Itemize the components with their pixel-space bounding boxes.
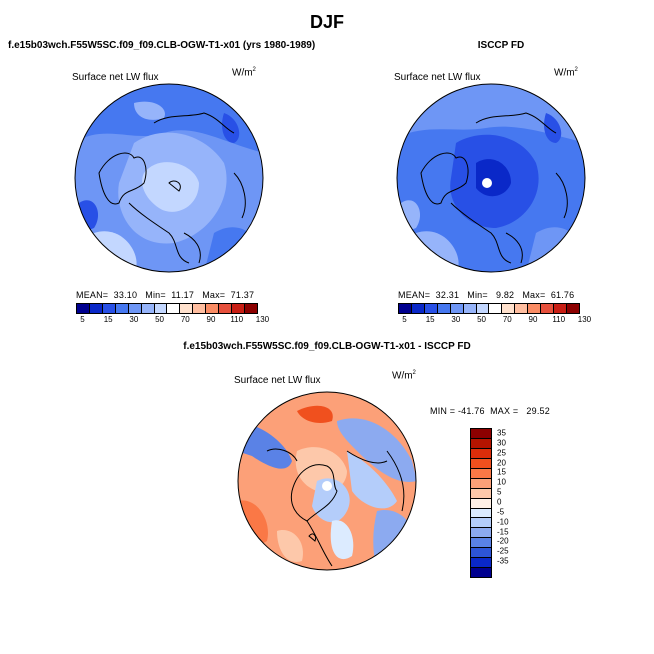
model-units-label: W/m2 (232, 67, 256, 79)
page-title: DJF (309, 12, 344, 32)
colorbar-tick-label: 5 (497, 487, 502, 497)
colorbar-swatch (471, 498, 491, 509)
colorbar-swatch (102, 304, 116, 313)
colorbar-swatch (77, 304, 90, 313)
colorbar-swatch (399, 304, 412, 313)
colorbar-tick-label: 130 (255, 315, 270, 324)
colorbar-swatch (193, 304, 207, 313)
colorbar-tick-label: 25 (497, 448, 506, 458)
colorbar-tick-label: 50 (477, 315, 487, 324)
colorbar-tick-label: 110 (230, 315, 244, 324)
colorbar-swatch (528, 304, 542, 313)
colorbar-tick-label: 5 (402, 315, 407, 324)
colorbar-swatch (219, 304, 233, 313)
diff-units-label: W/m2 (392, 370, 416, 382)
colorbar-swatch (115, 304, 129, 313)
colorbar-swatch (471, 438, 491, 449)
colorbar-swatch (476, 304, 490, 313)
colorbar-swatch (471, 548, 491, 559)
obs-colorbar (398, 303, 580, 314)
colorbar-tick-label: 30 (129, 315, 139, 324)
colorbar-tick-label: 30 (497, 438, 506, 448)
obs-units-label: W/m2 (554, 67, 578, 79)
colorbar-swatch (167, 304, 181, 313)
colorbar-tick-label: 15 (425, 315, 435, 324)
colorbar-swatch (471, 538, 491, 549)
colorbar-swatch (128, 304, 142, 313)
colorbar-swatch (471, 568, 491, 578)
colorbar-tick-label: 90 (528, 315, 538, 324)
obs-polar-map (396, 83, 586, 273)
colorbar-tick-label: 90 (206, 315, 216, 324)
colorbar-swatch (471, 518, 491, 529)
colorbar-swatch (554, 304, 567, 313)
colorbar-tick-label: -5 (497, 507, 505, 517)
colorbar-tick-label: -20 (497, 536, 509, 546)
obs-stats: MEAN= 32.31 Min= 9.82 Max= 61.76 (398, 290, 575, 300)
model-stats: MEAN= 33.10 Min= 11.17 Max= 71.37 (76, 290, 255, 300)
colorbar-tick-label: 30 (451, 315, 461, 324)
model-panel-title: f.e15b03wch.F55W5SC.f09_f09.CLB-OGW-T1-x… (8, 40, 316, 51)
diff-stats: MIN = -41.76 MAX = 29.52 (430, 406, 550, 416)
diff-colorbar-labels: 35 30 25 20 15 10 5 0 -5 -10 -15 -20 -25 -35 (497, 428, 527, 576)
colorbar-tick-label: 10 (497, 477, 506, 487)
colorbar-swatch (437, 304, 451, 313)
colorbar-swatch (515, 304, 529, 313)
colorbar-swatch (471, 558, 491, 569)
colorbar-swatch (424, 304, 438, 313)
colorbar-tick-label: 20 (497, 458, 506, 468)
obs-panel-title: ISCCP FD (477, 40, 525, 51)
colorbar-swatch (471, 488, 491, 499)
colorbar-tick-label: 70 (180, 315, 190, 324)
colorbar-swatch (471, 429, 491, 439)
colorbar-swatch (471, 528, 491, 539)
colorbar-swatch (566, 304, 579, 313)
colorbar-swatch (232, 304, 245, 313)
diff-polar-map (237, 391, 417, 571)
colorbar-swatch (489, 304, 503, 313)
colorbar-swatch (450, 304, 464, 313)
model-variable-label: Surface net LW flux (72, 72, 159, 83)
colorbar-tick-label: 110 (552, 315, 566, 324)
diff-colorbar (470, 428, 492, 578)
colorbar-swatch (180, 304, 194, 313)
model-polar-map (74, 83, 264, 273)
colorbar-swatch (471, 448, 491, 459)
colorbar-swatch (471, 478, 491, 489)
colorbar-tick-label: 5 (80, 315, 85, 324)
diff-panel-title: f.e15b03wch.F55W5SC.f09_f09.CLB-OGW-T1-x… (183, 341, 471, 352)
colorbar-tick-label: 35 (497, 428, 506, 438)
colorbar-swatch (411, 304, 425, 313)
colorbar-swatch (471, 508, 491, 519)
colorbar-swatch (244, 304, 257, 313)
colorbar-tick-label: 70 (502, 315, 512, 324)
colorbar-swatch (463, 304, 477, 313)
colorbar-swatch (502, 304, 516, 313)
colorbar-swatch (154, 304, 168, 313)
colorbar-tick-label: 130 (577, 315, 592, 324)
colorbar-tick-label: -25 (497, 546, 509, 556)
colorbar-tick-label: -10 (497, 517, 509, 527)
colorbar-swatch (541, 304, 555, 313)
colorbar-tick-label: 0 (497, 497, 502, 507)
colorbar-swatch (471, 458, 491, 469)
colorbar-swatch (206, 304, 220, 313)
colorbar-swatch (89, 304, 103, 313)
colorbar-tick-label: -15 (497, 527, 509, 537)
colorbar-tick-label: -35 (497, 556, 509, 566)
colorbar-tick-label: 50 (155, 315, 165, 324)
diff-variable-label: Surface net LW flux (234, 375, 321, 386)
obs-variable-label: Surface net LW flux (394, 72, 481, 83)
model-colorbar (76, 303, 258, 314)
colorbar-tick-label: 15 (497, 467, 506, 477)
colorbar-tick-label: 15 (103, 315, 113, 324)
colorbar-swatch (141, 304, 155, 313)
colorbar-swatch (471, 468, 491, 479)
